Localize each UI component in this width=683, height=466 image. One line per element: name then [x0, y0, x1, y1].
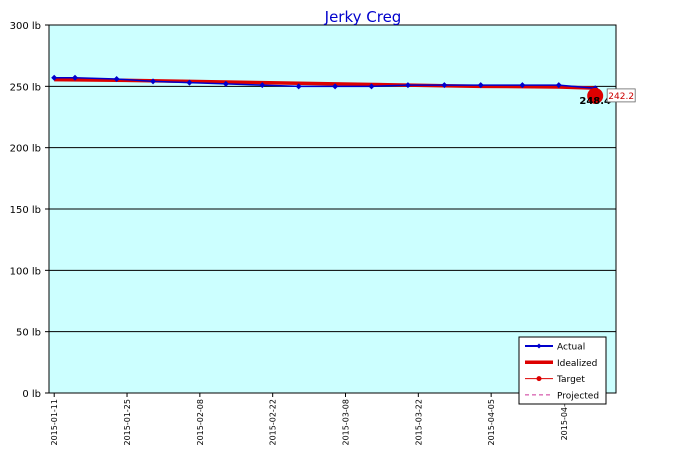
x-tick-label: 2015-01-11	[50, 399, 59, 446]
final-value-label: 248.4	[579, 96, 611, 107]
x-tick-label: 2015-04-1	[560, 399, 569, 440]
x-tick-label: 2015-01-25	[123, 399, 132, 446]
series-actual-line	[54, 76, 596, 90]
target-point	[587, 87, 604, 104]
actual-point	[519, 82, 526, 89]
chart-title: Jerky Creg	[324, 8, 402, 26]
actual-point	[477, 82, 484, 89]
y-axis: 0 lb 50 lb 100 lb 150 lb 200 lb 250 lb 300 lb	[10, 21, 49, 400]
actual-point	[222, 80, 229, 87]
x-tick-label: 2015-03-22	[414, 399, 423, 446]
y-tick-label: 300 lb	[10, 21, 41, 32]
actual-point	[332, 83, 339, 90]
y-tick-label: 200 lb	[10, 144, 41, 155]
actual-point	[259, 82, 266, 89]
legend-label-actual: Actual	[557, 343, 585, 353]
actual-point	[186, 79, 193, 86]
actual-point	[404, 82, 411, 89]
actual-point	[368, 83, 375, 90]
y-tick-label: 250 lb	[10, 82, 41, 93]
x-tick-label: 2015-03-08	[342, 399, 351, 446]
legend-label-target: Target	[556, 375, 585, 385]
actual-point	[150, 78, 157, 85]
legend-label-idealized: Idealized	[557, 359, 597, 369]
x-tick-label: 2015-04-05	[487, 399, 496, 446]
y-tick-label: 150 lb	[10, 205, 41, 216]
legend-box	[518, 336, 607, 405]
y-tick-label: 0 lb	[22, 389, 41, 400]
legend: Actual Idealized Target Projected	[518, 336, 607, 405]
actual-point	[295, 83, 302, 90]
series-layer	[51, 74, 604, 104]
x-tick-label: 2015-02-22	[269, 399, 278, 446]
y-tick-label: 100 lb	[10, 266, 41, 277]
actual-point	[113, 75, 120, 82]
x-tick-label: 2015-02-08	[196, 399, 205, 446]
actual-point	[51, 74, 58, 81]
actual-point	[555, 82, 562, 89]
actual-point	[441, 82, 448, 89]
target-value-box	[606, 88, 636, 103]
legend-label-projected: Projected	[557, 391, 599, 401]
legend-marker-target	[536, 376, 542, 382]
y-tick-label: 50 lb	[16, 328, 41, 339]
actual-point	[72, 74, 79, 81]
legend-marker-actual	[536, 343, 542, 349]
x-axis: 2015-01-11 2015-01-25 2015-02-08 2015-02-22…	[50, 393, 569, 446]
target-value-label: 242.2	[608, 92, 634, 102]
